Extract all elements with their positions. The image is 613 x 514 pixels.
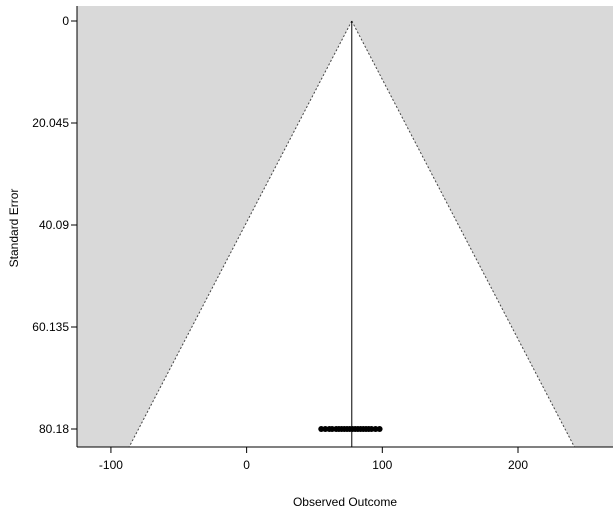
y-axis-title: Standard Error — [7, 189, 21, 268]
y-tick-label: 80.18 — [39, 422, 69, 436]
funnel-left-boundary — [128, 20, 353, 448]
y-tick-label: 20.045 — [32, 116, 69, 130]
x-tick-label: 0 — [243, 458, 250, 472]
funnel-right-boundary — [351, 20, 575, 448]
x-tick-label: 200 — [508, 458, 528, 472]
y-tick-label: 40.09 — [39, 218, 69, 232]
y-tick-label: 60.135 — [32, 320, 69, 334]
x-tick-label: 100 — [372, 458, 392, 472]
data-point — [376, 426, 383, 432]
y-tick-label: 0 — [62, 14, 69, 28]
x-axis-title: Observed Outcome — [293, 495, 397, 509]
x-axis: -100 0 100 200 — [77, 446, 613, 472]
plot-area — [77, 6, 613, 448]
y-axis: 0 20.045 40.09 60.135 80.18 — [32, 6, 78, 447]
x-tick-label: -100 — [99, 458, 123, 472]
